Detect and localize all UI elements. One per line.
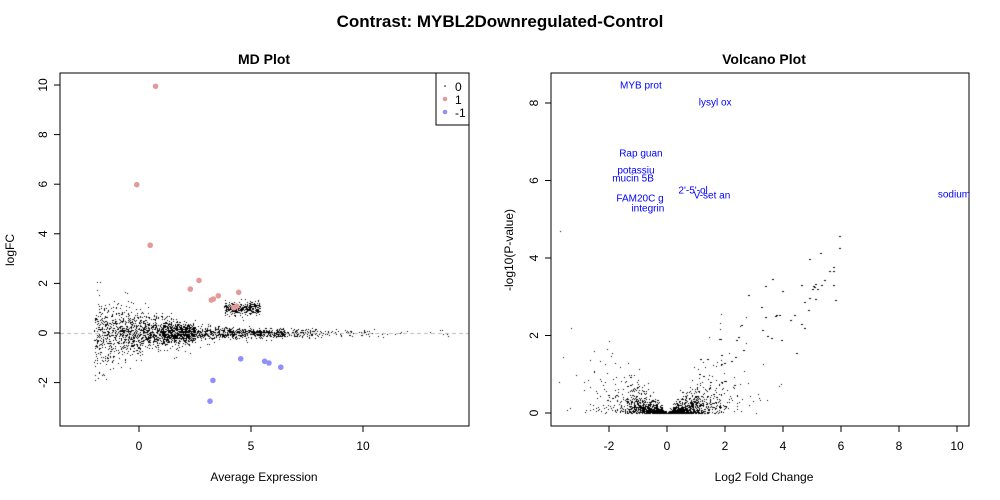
md-point-up xyxy=(196,277,202,284)
volcano-xlabel: Log2 Fold Change xyxy=(715,470,814,484)
volcano-ytick-label: 4 xyxy=(527,254,541,261)
md-xtick-label: 0 xyxy=(136,439,143,453)
volcano-xtick-label: 4 xyxy=(780,439,787,453)
volcano-xtick-label: 0 xyxy=(664,439,671,453)
md-ytick-label: 0 xyxy=(36,329,50,336)
legend-marker-neg1 xyxy=(442,109,448,115)
volcano-plot-frame xyxy=(550,72,970,427)
md-ytick-label: 2 xyxy=(36,280,50,287)
md-plot-frame xyxy=(59,72,470,427)
legend-marker-0 xyxy=(444,85,446,87)
volcano-xtick-label: 8 xyxy=(896,439,903,453)
md-ytick-label: 10 xyxy=(36,78,50,92)
volcano-gene-label: sodium c xyxy=(938,190,978,201)
md-point-up xyxy=(147,242,153,249)
volcano-xtick-label: 6 xyxy=(838,439,845,453)
md-ytick-label: 8 xyxy=(36,131,50,138)
md-point-up xyxy=(230,304,237,311)
volcano-title: Volcano Plot xyxy=(722,51,806,67)
md-point-down xyxy=(210,377,216,384)
legend-label-neg1: -1 xyxy=(455,106,466,120)
md-legend-box xyxy=(435,72,470,126)
md-ytick-label: 6 xyxy=(36,181,50,188)
volcano-ytick-label: 0 xyxy=(527,409,541,416)
md-title: MD Plot xyxy=(238,51,290,67)
volcano-xtick-label: -2 xyxy=(604,439,615,453)
volcano-xtick-label: 2 xyxy=(722,439,729,453)
md-xtick-label: 5 xyxy=(248,439,255,453)
md-point-down xyxy=(261,358,268,365)
md-ytick-label: -2 xyxy=(36,377,50,388)
md-point-up xyxy=(208,297,215,303)
volcano-ytick-label: 6 xyxy=(527,177,541,184)
md-xtick-label: 10 xyxy=(356,439,370,453)
volcano-xtick-label: 10 xyxy=(950,439,964,453)
volcano-gene-label: integrin xyxy=(631,204,664,215)
volcano-ytick-label: 2 xyxy=(527,332,541,339)
volcano-gene-label: Rap guan xyxy=(619,148,662,159)
md-point-up xyxy=(133,181,140,188)
md-point-up xyxy=(235,289,242,296)
md-point-up xyxy=(187,286,194,292)
volcano-gene-label: potassiu xyxy=(617,166,654,177)
md-point-down xyxy=(207,398,213,405)
md-point-down xyxy=(277,364,284,371)
md-point-up xyxy=(215,293,222,299)
legend-marker-1 xyxy=(442,96,448,102)
volcano-gene-label: MYB prot xyxy=(620,81,662,92)
md-point-up xyxy=(152,83,159,90)
volcano-gene-label: 2'-5'-ol xyxy=(678,186,707,197)
volcano-gene-label: FAM20C g xyxy=(616,193,663,204)
volcano-gene-label: V-set an xyxy=(694,190,731,201)
legend-label-1: 1 xyxy=(455,93,462,107)
volcano-gene-label: lysyl ox xyxy=(699,97,732,108)
md-xlabel: Average Expression xyxy=(210,470,317,484)
legend-label-0: 0 xyxy=(455,80,462,94)
md-legend: 0 1 -1 xyxy=(435,72,470,126)
md-ylabel: logFC xyxy=(3,234,17,266)
volcano-plot: Volcano Plot -2 0 2 4 6 8 10 0 2 4 6 8 Log2 Fold Ch… xyxy=(502,51,978,484)
volcano-gene-label: mucin 5B xyxy=(612,174,654,185)
md-point-down xyxy=(237,355,244,362)
volcano-ylabel: -log10(P-value) xyxy=(502,209,516,291)
volcano-ytick-label: 8 xyxy=(527,99,541,106)
md-ytick-label: 4 xyxy=(36,230,50,237)
figure-title: Contrast: MYBL2Downregulated-Control xyxy=(337,12,664,31)
md-point-down xyxy=(266,360,272,366)
